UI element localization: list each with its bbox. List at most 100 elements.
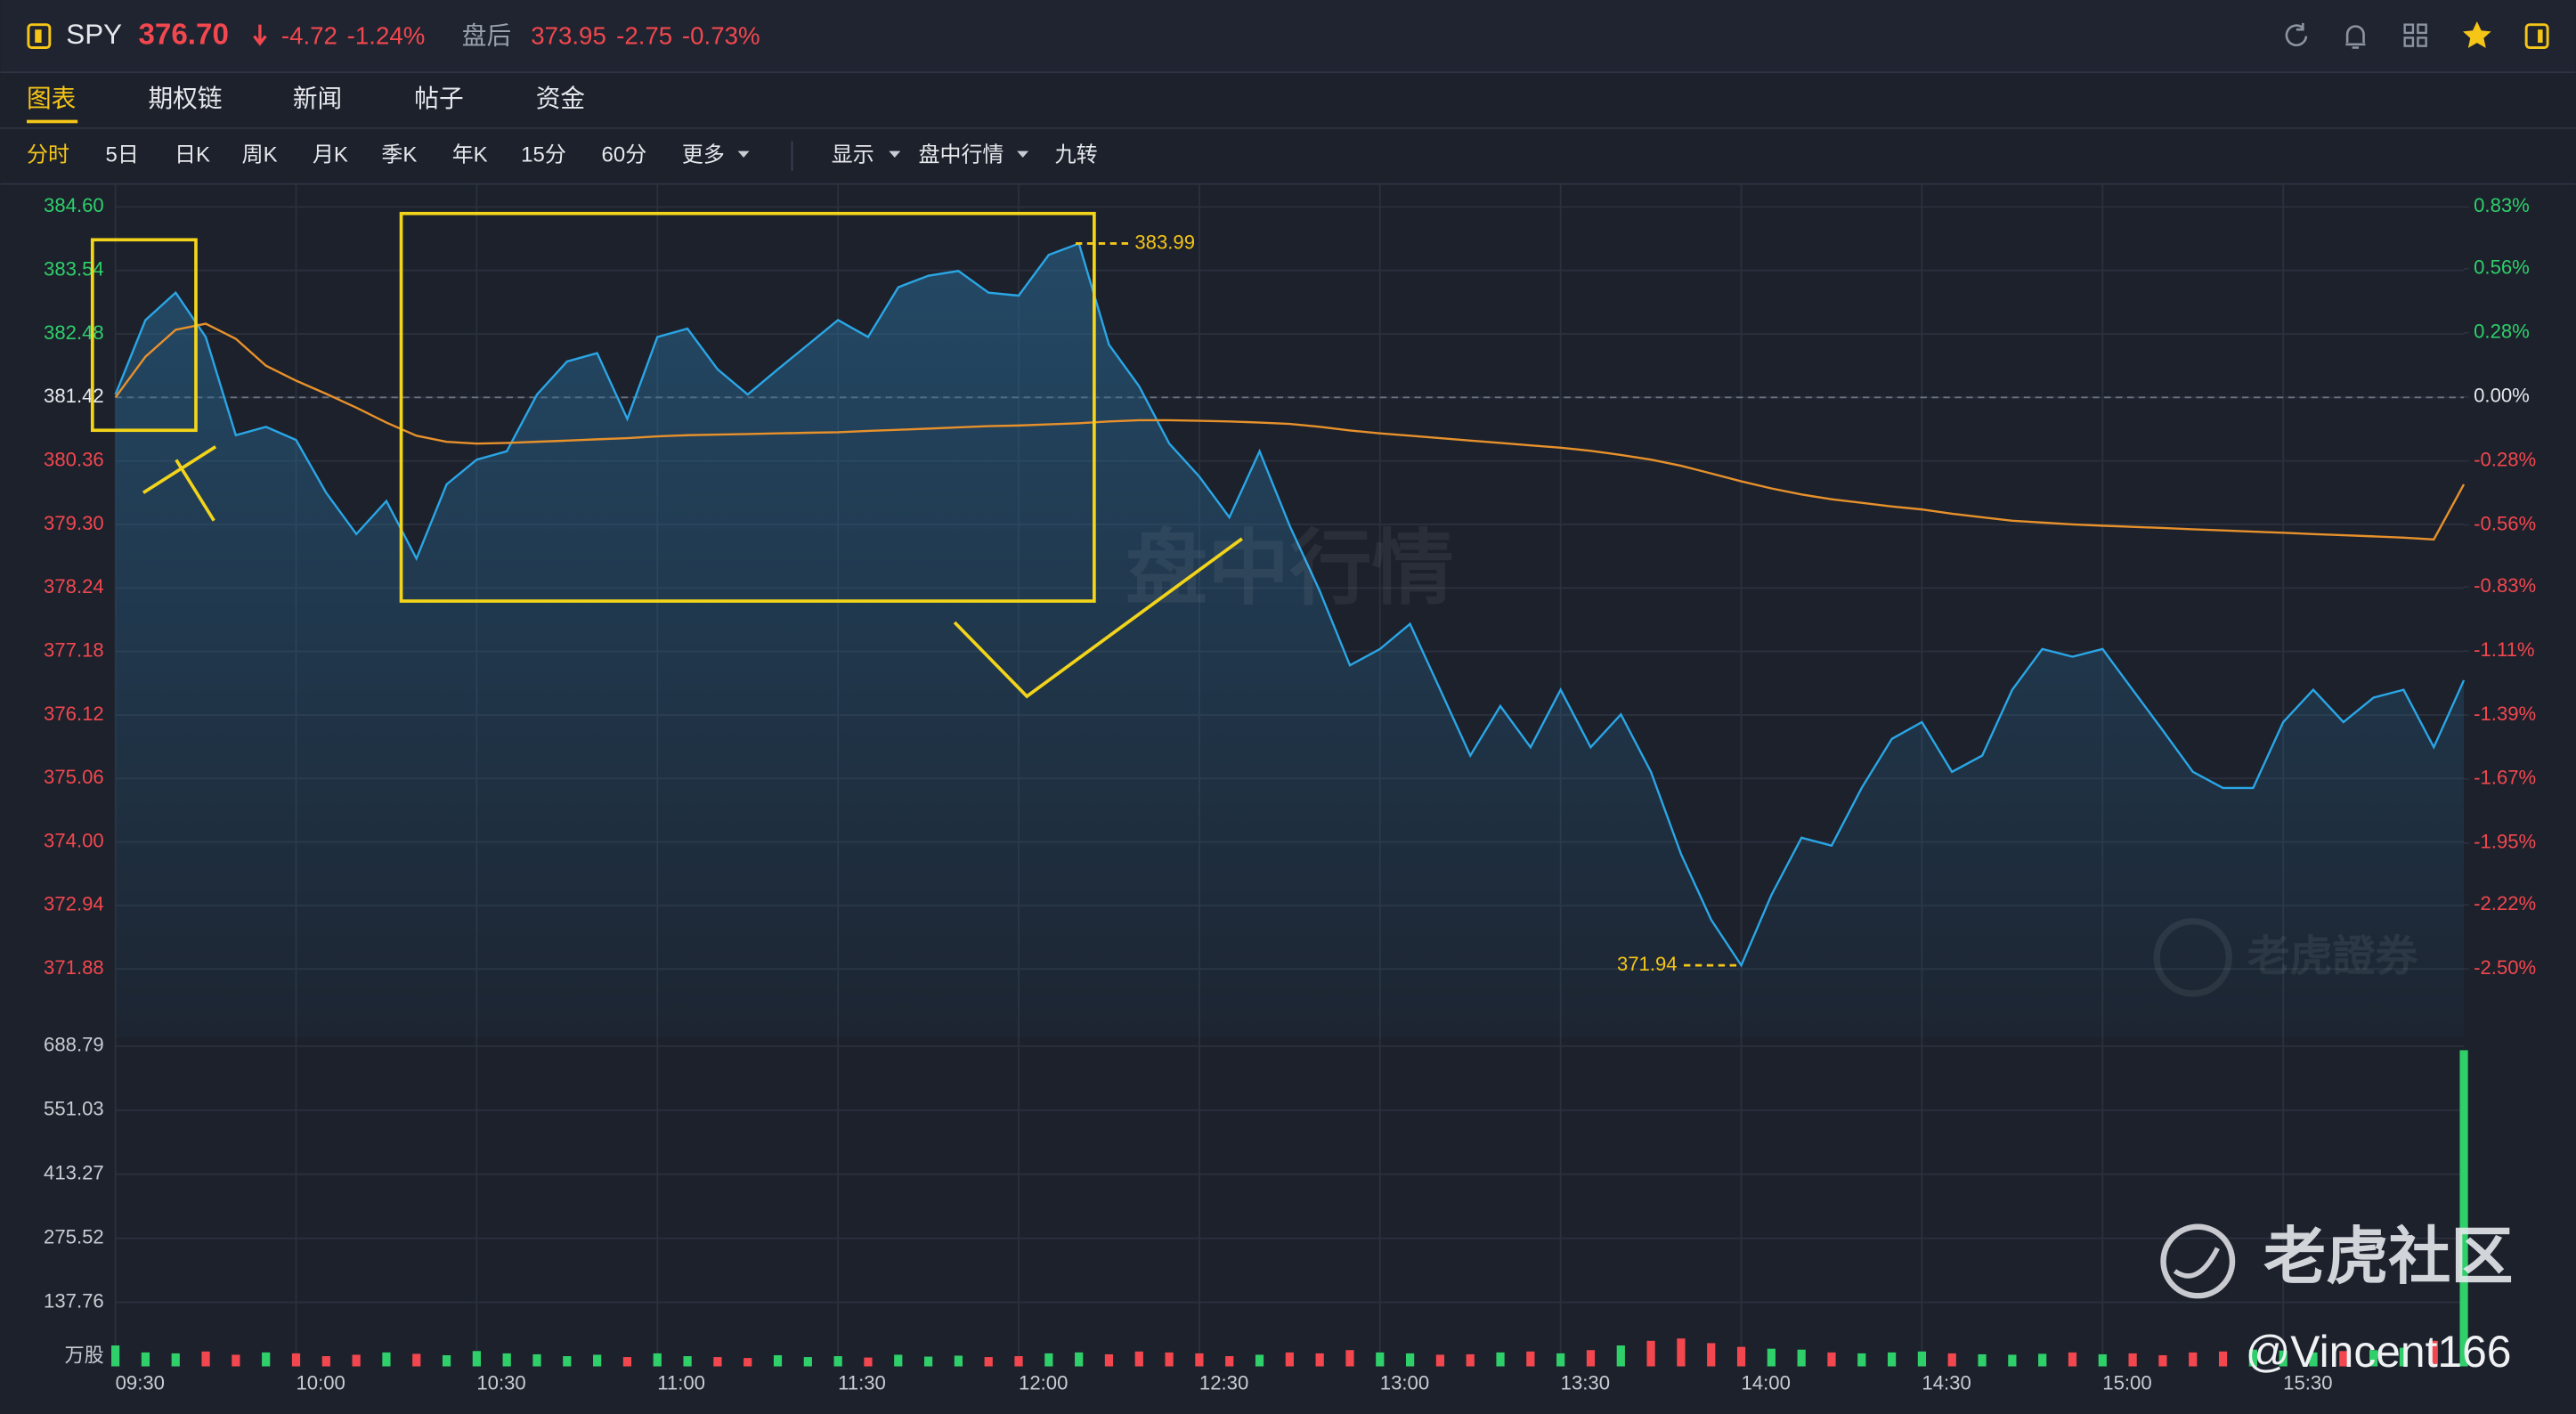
volume-bar <box>1134 1351 1143 1367</box>
y-tick-label: 371.88 <box>44 956 104 979</box>
menu-button[interactable]: 盘中行情 <box>919 143 1004 167</box>
last-price: 376.70 <box>138 18 229 51</box>
volume-bar <box>2369 1350 2378 1367</box>
volume-bar <box>1345 1350 1354 1367</box>
volume-bar <box>1405 1353 1415 1367</box>
volume-bar <box>1526 1351 1535 1367</box>
volume-bar <box>683 1356 692 1367</box>
x-tick-label: 11:30 <box>838 1372 886 1394</box>
tab[interactable]: 期权链 <box>149 85 223 112</box>
y-tick-label: 275.52 <box>44 1225 104 1247</box>
after-hours-label: 盘后 <box>462 22 511 50</box>
period-button[interactable]: 分时 <box>27 143 69 167</box>
period-button[interactable]: 60分 <box>602 143 647 167</box>
volume-bar <box>923 1356 933 1367</box>
after-hours-price: 373.95 <box>531 22 606 50</box>
volume-bar <box>833 1356 842 1367</box>
y2-tick-label: -0.83% <box>2474 574 2536 597</box>
y-tick-label: 372.94 <box>44 893 104 915</box>
menu-button[interactable]: 显示 <box>832 143 874 167</box>
panel-icon[interactable] <box>2524 23 2549 49</box>
volume-bar <box>2068 1352 2077 1367</box>
dropdown-caret[interactable] <box>889 150 901 158</box>
tab[interactable]: 资金 <box>536 85 585 112</box>
y-tick-label: 137.76 <box>44 1289 104 1312</box>
volume-bar <box>1014 1356 1023 1367</box>
volume-bar <box>232 1354 240 1367</box>
volume-bar <box>1104 1353 1114 1367</box>
x-tick-label: 13:00 <box>1380 1372 1429 1394</box>
volume-bar <box>1315 1353 1324 1367</box>
y-tick-label: 381.42 <box>44 385 104 407</box>
y2-tick-label: 0.28% <box>2474 321 2530 343</box>
volume-bar <box>653 1353 662 1367</box>
volume-bar <box>2309 1352 2318 1367</box>
tab[interactable]: 新闻 <box>293 85 342 112</box>
x-tick-label: 14:00 <box>1742 1372 1791 1394</box>
volume-bar <box>2189 1352 2198 1367</box>
volume-bar <box>502 1353 511 1367</box>
volume-bar <box>1556 1353 1565 1367</box>
watermark-broker: 老虎證券 <box>2247 933 2419 980</box>
period-button[interactable]: 15分 <box>521 143 566 167</box>
volume-bar <box>1646 1340 1655 1367</box>
volume-bar <box>1616 1345 1625 1367</box>
volume-bar <box>2339 1351 2348 1367</box>
y2-tick-label: -0.56% <box>2474 512 2536 534</box>
period-button[interactable]: 更多 <box>682 143 725 167</box>
layout-icon[interactable] <box>2403 23 2427 47</box>
volume-bar <box>1888 1352 1897 1367</box>
watermark-mode: 盘中行情 <box>1125 523 1454 614</box>
community-logo <box>2173 1247 2220 1279</box>
y-tick-label: 384.60 <box>44 194 104 216</box>
y-tick-label: 382.48 <box>44 321 104 344</box>
tab[interactable]: 图表 <box>27 85 76 112</box>
volume-bar <box>2399 1347 2409 1367</box>
y-tick-label: 413.27 <box>44 1162 104 1184</box>
period-button[interactable]: 周K <box>242 143 278 167</box>
annotation-box <box>90 238 198 433</box>
favorite-icon[interactable] <box>2462 20 2491 48</box>
alert-icon[interactable] <box>2345 25 2366 49</box>
annotation-cross <box>142 445 217 494</box>
y2-tick-label: 0.00% <box>2474 385 2530 407</box>
dropdown-caret[interactable] <box>1017 150 1029 158</box>
volume-bar <box>864 1357 873 1367</box>
volume-bar <box>1496 1352 1505 1367</box>
low-label: 371.94 <box>1617 953 1678 975</box>
y-tick-label: 377.18 <box>44 638 104 661</box>
volume-bar <box>2158 1354 2167 1367</box>
period-button[interactable]: 季K <box>381 143 417 167</box>
panel-icon[interactable] <box>2538 29 2543 43</box>
x-tick-label: 12:30 <box>1199 1372 1248 1394</box>
menu-button[interactable]: 九转 <box>1055 143 1098 167</box>
volume-bar <box>1857 1353 1866 1367</box>
x-tick-label: 15:00 <box>2102 1372 2151 1394</box>
x-tick-label: 13:30 <box>1561 1372 1610 1394</box>
tab[interactable]: 帖子 <box>414 85 463 112</box>
y-tick-label: 688.79 <box>44 1034 104 1056</box>
period-button[interactable]: 5日 <box>106 143 139 167</box>
volume-bar <box>2218 1351 2228 1367</box>
volume-bar <box>1466 1353 1475 1367</box>
volume-bar <box>442 1354 451 1367</box>
period-button[interactable]: 日K <box>175 143 210 167</box>
volume-bar <box>1917 1351 1927 1367</box>
period-button[interactable]: 月K <box>313 143 348 167</box>
annotation-box <box>399 211 1096 603</box>
volume-bar <box>291 1353 301 1367</box>
refresh-icon[interactable] <box>2285 22 2308 46</box>
y-tick-label: 374.00 <box>44 829 104 851</box>
volume-bar <box>201 1351 210 1367</box>
volume-bar <box>321 1356 330 1367</box>
annotations <box>90 211 1243 699</box>
header-bar <box>0 0 2576 73</box>
dropdown-caret[interactable] <box>737 150 750 158</box>
y2-tick-label: -1.67% <box>2474 767 2536 789</box>
active-tab-underline <box>27 119 78 124</box>
volume-bar <box>1677 1338 1686 1367</box>
symbol-icon <box>27 23 52 49</box>
period-button[interactable]: 年K <box>452 143 488 167</box>
annotation-check <box>953 537 1243 699</box>
y2-tick-label: -2.22% <box>2474 892 2536 914</box>
